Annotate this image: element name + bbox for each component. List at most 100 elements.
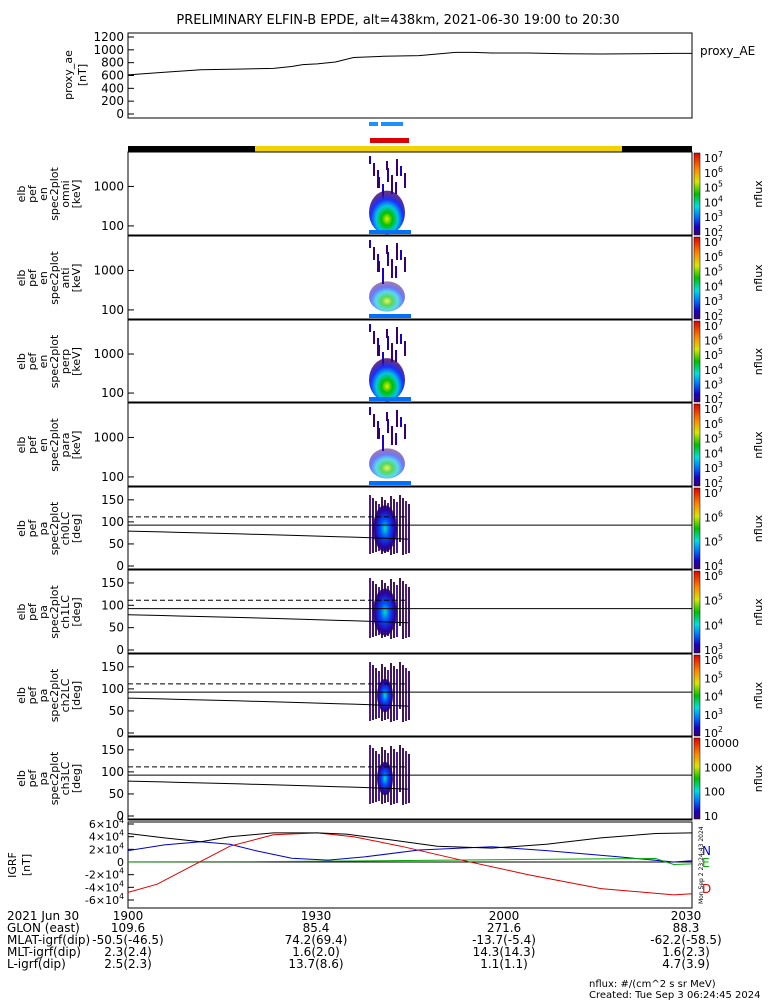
panel-7-ytick-150: 150 [101, 660, 124, 674]
flux-strand [404, 257, 406, 272]
colorbar-tick: 104 [704, 445, 723, 460]
panel-6-ytick-150: 150 [101, 576, 124, 590]
pa-strand [369, 495, 371, 554]
panel-7-ylabel: elb [15, 687, 28, 704]
panel-2: 1001000elbpefenspec2plotanti[keV]1021031… [15, 234, 765, 323]
proxy-ae-tick-0: 0 [116, 107, 124, 121]
panel-8-ytick-0: 0 [116, 809, 124, 823]
panel-8-ylabel: ch3LC [59, 761, 72, 795]
colorbar-tick: 103 [704, 460, 723, 475]
footer-row-label: L-igrf(dip) [7, 957, 66, 971]
panel-1-ytick-1000: 1000 [93, 179, 124, 193]
panel-2-ylabel: pef [26, 268, 39, 287]
flux-strand [404, 341, 406, 356]
flux-strand [396, 327, 398, 344]
pa-lc-line [127, 614, 409, 624]
pa-strand [405, 501, 407, 554]
colorbar-tick: 107 [704, 485, 723, 500]
flux-strand [400, 417, 402, 427]
flux-strand [395, 182, 397, 194]
proxy-ae-line [127, 51, 692, 76]
igrf-tick: -2×104 [85, 867, 124, 882]
panel-8-ylabel: pa [37, 772, 50, 786]
pa-strand [399, 662, 401, 709]
panel-7-ylabel: [deg] [70, 681, 83, 710]
panel-7-ylabel: ch2LC [59, 678, 72, 712]
panel-7: 050100150elbpefpaspec2plotch2LC[deg]1021… [15, 652, 765, 740]
footer-row-value: 1.6(2.3) [662, 945, 710, 959]
panel-2-ylabel: elb [15, 270, 28, 287]
panel-5-ytick-100: 100 [101, 515, 124, 529]
panel-6: 050100150elbpefpaspec2plotch1LC[deg]1031… [15, 568, 765, 657]
colorbar-tick: 105 [704, 264, 723, 279]
flux-strand [391, 343, 393, 362]
panel-3-ylabel: pef [26, 352, 39, 371]
flux-strand [400, 334, 402, 344]
panel-4-ytick-1000: 1000 [93, 430, 124, 444]
sci-zone-marker-blue-1 [369, 122, 378, 126]
flux-floor [369, 314, 411, 318]
footer-time-1930: 1930 [301, 909, 332, 923]
colorbar-tick: 105 [704, 347, 723, 362]
panel-5-ylabel: pef [26, 519, 39, 538]
panel-2-ytick-1000: 1000 [93, 263, 124, 277]
proxy-ae-ylabel-line1: proxy_ae [62, 50, 75, 100]
colorbar [693, 320, 701, 403]
flux-strand [396, 410, 398, 427]
footer-row-value: -13.7(-5.4) [472, 933, 536, 947]
pa-strand [396, 669, 398, 720]
proxy-ae-tick-200: 200 [101, 94, 124, 108]
pa-strand [399, 745, 401, 792]
colorbar-label: nflux [752, 347, 765, 375]
flux-strand [396, 159, 398, 176]
flux-strand [386, 329, 388, 338]
colorbar-label: nflux [752, 598, 765, 626]
panel-2-ylabel: spec2plot [48, 251, 61, 305]
panel-5-ytick-50: 50 [109, 537, 124, 551]
panel-2-ylabel: en [37, 271, 50, 285]
panel-8-ylabel: [deg] [70, 764, 83, 793]
flux-strand [395, 350, 397, 362]
flux-strand [373, 414, 375, 427]
colorbar-tick: 105 [704, 180, 723, 195]
panel-2-ylabel: anti [59, 267, 72, 288]
panel-3-ytick-100: 100 [101, 386, 124, 400]
flux-strand [378, 345, 380, 356]
flux-strand [391, 175, 393, 194]
pa-strand [402, 498, 404, 555]
panel-5-ylabel: elb [15, 520, 28, 537]
flux-blob [369, 358, 405, 402]
colorbar-tick: 105 [704, 593, 723, 608]
pa-strand [405, 668, 407, 721]
flux-strand [387, 336, 389, 350]
igrf-series-E [127, 857, 693, 866]
proxy-ae-tick-1200: 1200 [93, 30, 124, 44]
pa-strand [393, 749, 395, 804]
side-timestamp: Mon Sep 2 23:24:43 2024 [698, 826, 705, 904]
panel-5-ylabel: pa [37, 522, 50, 536]
panel-7-ylabel: spec2plot [48, 668, 61, 722]
colorbar-tick: 104 [704, 278, 723, 293]
proxy-ae-tick-800: 800 [101, 56, 124, 70]
colorbar-label: nflux [752, 264, 765, 292]
proxy-ae-tick-600: 600 [101, 69, 124, 83]
colorbar [693, 654, 701, 737]
flux-strand [369, 324, 371, 332]
panel-3-ylabel: spec2plot [48, 334, 61, 388]
panel-5: 050100150elbpefpaspec2plotch0LC[deg]1041… [15, 485, 765, 573]
igrf-tick: 6×104 [89, 816, 124, 831]
pa-strand [396, 585, 398, 637]
colorbar-tick: 105 [704, 534, 723, 549]
panel-4-ylabel: spec2plot [48, 418, 61, 472]
pa-lc-line [127, 697, 409, 707]
colorbar-tick: 106 [704, 249, 723, 264]
panel-1-ylabel: en [37, 187, 50, 201]
footer-row-value: 85.4 [303, 921, 330, 935]
panel-6-ytick-100: 100 [101, 598, 124, 612]
flux-strand [387, 252, 389, 266]
pa-strand [369, 745, 371, 804]
flux-floor [369, 481, 411, 485]
footer-row-value: 109.6 [111, 921, 145, 935]
